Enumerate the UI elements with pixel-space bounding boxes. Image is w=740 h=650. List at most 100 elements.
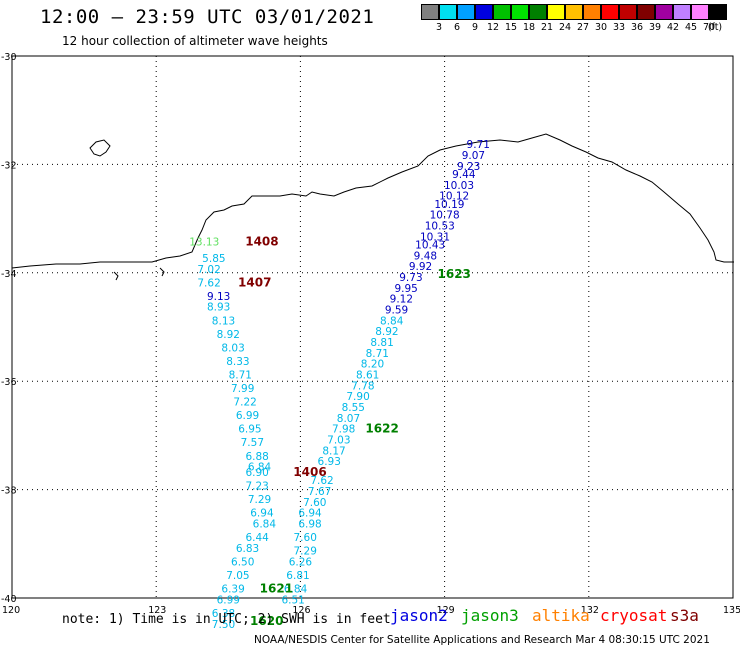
pass-time-label: 1408 bbox=[245, 235, 278, 249]
scale-label: 15 bbox=[504, 22, 518, 33]
scale-swatch bbox=[457, 4, 475, 20]
scale-label: 42 bbox=[666, 22, 680, 33]
swh-value: 10.19 bbox=[434, 199, 464, 211]
scale-label: 24 bbox=[558, 22, 572, 33]
swh-value: 7.90 bbox=[346, 391, 369, 403]
lat-label: -34 bbox=[1, 269, 17, 280]
swh-value: 6.99 bbox=[236, 410, 259, 422]
scale-swatch bbox=[529, 4, 547, 20]
swh-value: 8.71 bbox=[229, 369, 252, 381]
scale-swatch bbox=[421, 4, 439, 20]
scale-label: 33 bbox=[612, 22, 626, 33]
scale-swatch bbox=[601, 4, 619, 20]
scale-swatch bbox=[691, 4, 709, 20]
swh-value: 5.85 bbox=[202, 253, 225, 265]
scale-swatch bbox=[637, 4, 655, 20]
swh-value: 6.84 bbox=[253, 519, 277, 531]
swh-value: 6.93 bbox=[318, 456, 341, 468]
lon-label: 132 bbox=[581, 605, 599, 616]
swh-value: 9.59 bbox=[385, 304, 408, 316]
swh-value: 8.92 bbox=[217, 329, 240, 341]
scale-swatch bbox=[583, 4, 601, 20]
coastline bbox=[194, 133, 734, 263]
swh-value: 6.26 bbox=[289, 556, 313, 568]
lat-label: -40 bbox=[1, 594, 17, 605]
swh-value: 6.38 bbox=[212, 608, 235, 620]
swh-value: 7.62 bbox=[197, 277, 220, 289]
swh-value: 7.60 bbox=[303, 497, 326, 509]
swh-value: 7.50 bbox=[212, 619, 235, 631]
pass-time-label: 1622 bbox=[365, 422, 398, 436]
lat-label: -32 bbox=[1, 160, 17, 171]
wave-height-color-scale: 3 6 9 12 15 18 21 24 27 30 33 36 39 42 45 70 (ft) bbox=[421, 4, 737, 38]
scale-swatch bbox=[475, 4, 493, 20]
footer-credit: NOAA/NESDIS Center for Satellite Applica… bbox=[254, 634, 710, 646]
lon-label: 129 bbox=[437, 605, 455, 616]
swh-value: 9.95 bbox=[394, 283, 417, 295]
satellite-name: cryosat bbox=[600, 606, 668, 625]
swh-value: 7.60 bbox=[294, 532, 317, 544]
swh-value: 8.20 bbox=[361, 359, 384, 371]
swh-value: 6.88 bbox=[245, 451, 268, 463]
island-small bbox=[113, 271, 119, 281]
swh-value: 8.61 bbox=[356, 369, 379, 381]
pass-time-label: 1407 bbox=[238, 275, 271, 289]
scale-label: 36 bbox=[630, 22, 644, 33]
coastline-west bbox=[11, 244, 196, 269]
island-small-2 bbox=[159, 267, 165, 277]
swh-value: 8.84 bbox=[380, 315, 404, 327]
scale-swatch bbox=[565, 4, 583, 20]
scale-label: 21 bbox=[540, 22, 554, 33]
scale-label: 9 bbox=[471, 22, 479, 33]
scale-label: 12 bbox=[486, 22, 500, 33]
pass-time-label: 1406 bbox=[293, 465, 326, 479]
satellite-name: s3a bbox=[670, 606, 699, 625]
lat-label: -38 bbox=[1, 486, 17, 497]
swh-value: 6.44 bbox=[245, 532, 269, 544]
swh-value: 7.99 bbox=[231, 383, 254, 395]
satellite-name: jason3 bbox=[461, 606, 519, 625]
lat-label: -30 bbox=[1, 52, 17, 63]
scale-label: 6 bbox=[453, 22, 461, 33]
scale-swatch bbox=[619, 4, 637, 20]
swh-value: 9.73 bbox=[399, 272, 422, 284]
swh-value: 7.29 bbox=[248, 494, 271, 506]
island-west bbox=[89, 139, 111, 157]
swh-value: 7.98 bbox=[332, 424, 355, 436]
swh-value: 6.50 bbox=[231, 556, 254, 568]
swh-value: 8.81 bbox=[370, 337, 393, 349]
scale-label: 70 bbox=[702, 22, 716, 33]
swh-value: 8.17 bbox=[322, 445, 345, 457]
swh-value: 6.84 bbox=[248, 462, 272, 474]
map-frame bbox=[11, 55, 734, 599]
scale-swatch bbox=[493, 4, 511, 20]
swh-value: 6.81 bbox=[286, 570, 309, 582]
swh-value: 8.13 bbox=[212, 315, 235, 327]
swh-value: 7.22 bbox=[233, 397, 256, 409]
satellite-name: jason2 bbox=[390, 606, 448, 625]
swh-value: 9.12 bbox=[390, 294, 413, 306]
swh-value: 6.83 bbox=[236, 543, 259, 555]
note-text: note: 1) Time is in UTC; 2) SWH is in fe… bbox=[62, 612, 391, 627]
pass-time-label: 1621 bbox=[260, 582, 293, 596]
lon-label: 135 bbox=[723, 605, 740, 616]
swh-value: 6.94 bbox=[250, 508, 274, 520]
swh-value: 8.03 bbox=[221, 342, 244, 354]
swh-value: 7.57 bbox=[241, 437, 264, 449]
map-subtitle: 12 hour collection of altimeter wave hei… bbox=[62, 34, 328, 48]
lat-lon-grid: 120 123 126 129 132 135 -30 -32 -34 -36 -38 -40 bbox=[1, 52, 740, 616]
map-title: 12:00 – 23:59 UTC 03/01/2021 bbox=[40, 6, 375, 28]
swh-value: 6.39 bbox=[221, 584, 244, 596]
swh-value: 10.12 bbox=[439, 191, 469, 203]
swh-value: 10.31 bbox=[420, 231, 450, 243]
scale-swatch bbox=[547, 4, 565, 20]
scale-swatch bbox=[673, 4, 691, 20]
scale-label: 27 bbox=[576, 22, 590, 33]
swh-value: 6.94 bbox=[298, 508, 322, 520]
swh-value: 8.07 bbox=[337, 413, 360, 425]
swh-value: 8.55 bbox=[342, 402, 365, 414]
scale-label: 39 bbox=[648, 22, 662, 33]
swh-value: 6.98 bbox=[298, 519, 321, 531]
scale-swatch bbox=[709, 4, 727, 20]
